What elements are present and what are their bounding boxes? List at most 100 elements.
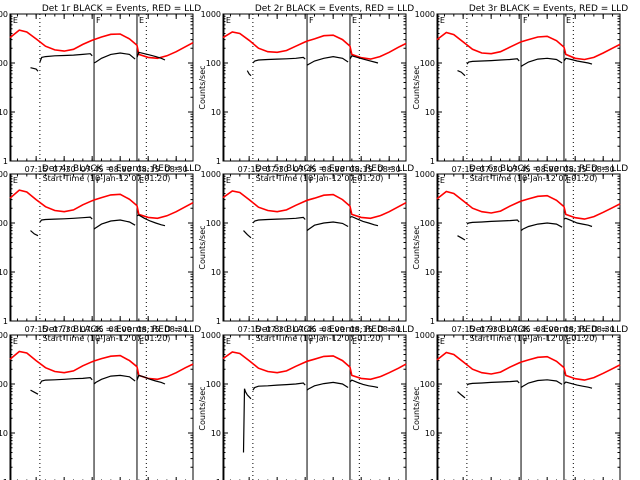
panel-title: Det 1r BLACK = Events, RED = LLD	[42, 4, 201, 14]
series-events-line	[39, 53, 93, 63]
series-events-line	[252, 382, 306, 391]
x-tick-label: 07:15	[452, 165, 475, 174]
series-events-line	[520, 222, 563, 232]
x-tick-label: 07:15	[238, 325, 261, 334]
y-tick-label: 10	[0, 108, 8, 117]
x-tick-label: 07:30	[53, 165, 76, 174]
x-tick-label: 07:30	[480, 165, 503, 174]
series-lld-line	[436, 351, 621, 381]
series-events-line	[563, 217, 593, 228]
y-tick-label: 1	[430, 478, 435, 480]
x-tick-label: 08:30	[592, 165, 615, 174]
x-tick-label: 08:15	[564, 325, 587, 334]
plot-frame	[9, 334, 194, 480]
series-events-line	[136, 214, 166, 227]
series-events-line	[93, 374, 136, 385]
y-axis-label: Counts/sec	[198, 225, 207, 269]
event-line-label: F	[309, 337, 314, 346]
x-tick-label: 08:15	[137, 325, 160, 334]
event-line-label: E	[226, 337, 231, 346]
x-axis-label: Start Time (10-Jan-12 07:01:20)	[470, 334, 598, 343]
event-line-label: F	[523, 16, 528, 25]
panel-title: Det 9r BLACK = Events, RED = LLD	[469, 325, 628, 335]
series-lld-line	[436, 190, 621, 220]
event-line-label: F	[309, 16, 314, 25]
series-events-line	[349, 55, 379, 64]
x-tick-label: 07:45	[294, 165, 317, 174]
x-axis-label: Start Time (10-Jan-12 07:01:20)	[43, 174, 171, 183]
series-events-line	[246, 70, 252, 77]
x-tick-label: 08:00	[109, 325, 132, 334]
x-tick-label: 08:00	[322, 325, 345, 334]
series-events-line	[30, 230, 39, 237]
y-tick-label: 1	[3, 317, 8, 326]
series-events-line	[563, 57, 593, 65]
series-lld-line	[222, 351, 407, 381]
series-events-line	[563, 381, 593, 389]
y-tick-label: 1	[216, 157, 221, 166]
series-events-line	[136, 374, 166, 385]
series-events-line	[457, 235, 466, 241]
series-events-line	[39, 376, 93, 385]
y-tick-label: 10	[211, 108, 221, 117]
y-tick-label: 100	[206, 59, 221, 68]
event-line-label: E	[352, 16, 357, 25]
x-tick-label: 08:00	[536, 165, 559, 174]
y-tick-label: 10	[211, 429, 221, 438]
series-events-line	[252, 216, 306, 224]
x-tick-label: 08:30	[378, 165, 401, 174]
event-line-label: E	[13, 176, 18, 185]
y-tick-label: 1000	[201, 170, 221, 179]
event-line-label: E	[13, 16, 18, 25]
series-events-line	[243, 230, 252, 239]
series-events-line	[349, 379, 379, 389]
x-tick-label: 08:00	[536, 325, 559, 334]
x-tick-label: 08:30	[378, 325, 401, 334]
event-line-label: E	[226, 176, 231, 185]
y-tick-label: 100	[206, 219, 221, 228]
series-events-line	[306, 381, 349, 391]
y-tick-label: 1000	[0, 10, 8, 19]
y-tick-label: 1000	[201, 331, 221, 340]
plot-frame	[9, 173, 194, 322]
x-tick-label: 07:15	[238, 165, 261, 174]
panel-1: Det 1r BLACK = Events, RED = LLD 1 10 100 10…	[0, 4, 201, 183]
x-axis-label: Start Time (10-Jan-12 07:01:20)	[43, 334, 171, 343]
panel-9: Det 9r BLACK = Events, RED = LLD 1 10 100 10…	[412, 325, 628, 480]
x-tick-label: 08:30	[165, 165, 188, 174]
y-tick-label: 100	[0, 219, 8, 228]
y-tick-label: 10	[211, 268, 221, 277]
panel-title: Det 2r BLACK = Events, RED = LLD	[255, 4, 414, 14]
series-events-line	[242, 388, 252, 453]
x-axis-label: Start Time (10-Jan-12 07:01:20)	[256, 334, 384, 343]
event-line-label: E	[226, 16, 231, 25]
y-tick-label: 10	[425, 429, 435, 438]
event-line-label: F	[309, 176, 314, 185]
plot-frame	[222, 334, 407, 480]
series-events-line	[30, 67, 39, 72]
event-line-label: F	[96, 16, 101, 25]
series-events-line	[136, 51, 166, 61]
panel-8: Det 8r BLACK = Events, RED = LLD 1 10 100 10…	[198, 325, 414, 480]
event-line-label: E	[139, 176, 144, 185]
panel-title: Det 5r BLACK = Events, RED = LLD	[255, 164, 414, 174]
series-lld-line	[9, 350, 194, 381]
y-tick-label: 1000	[415, 331, 435, 340]
series-events-line	[466, 58, 520, 65]
y-axis-label: Counts/sec	[198, 65, 207, 109]
y-axis-label: Counts/sec	[412, 225, 421, 269]
plot-frame	[436, 334, 621, 480]
panel-3: Det 3r BLACK = Events, RED = LLD 1 10 100 10…	[412, 4, 628, 183]
series-events-line	[39, 216, 93, 223]
event-line-label: E	[352, 337, 357, 346]
y-tick-label: 1000	[415, 170, 435, 179]
event-line-label: E	[440, 337, 445, 346]
y-tick-label: 10	[425, 108, 435, 117]
y-tick-label: 100	[420, 219, 435, 228]
series-events-line	[252, 56, 306, 64]
y-tick-label: 1	[430, 317, 435, 326]
x-tick-label: 07:45	[508, 165, 531, 174]
y-tick-label: 1	[216, 317, 221, 326]
x-tick-label: 08:00	[109, 165, 132, 174]
